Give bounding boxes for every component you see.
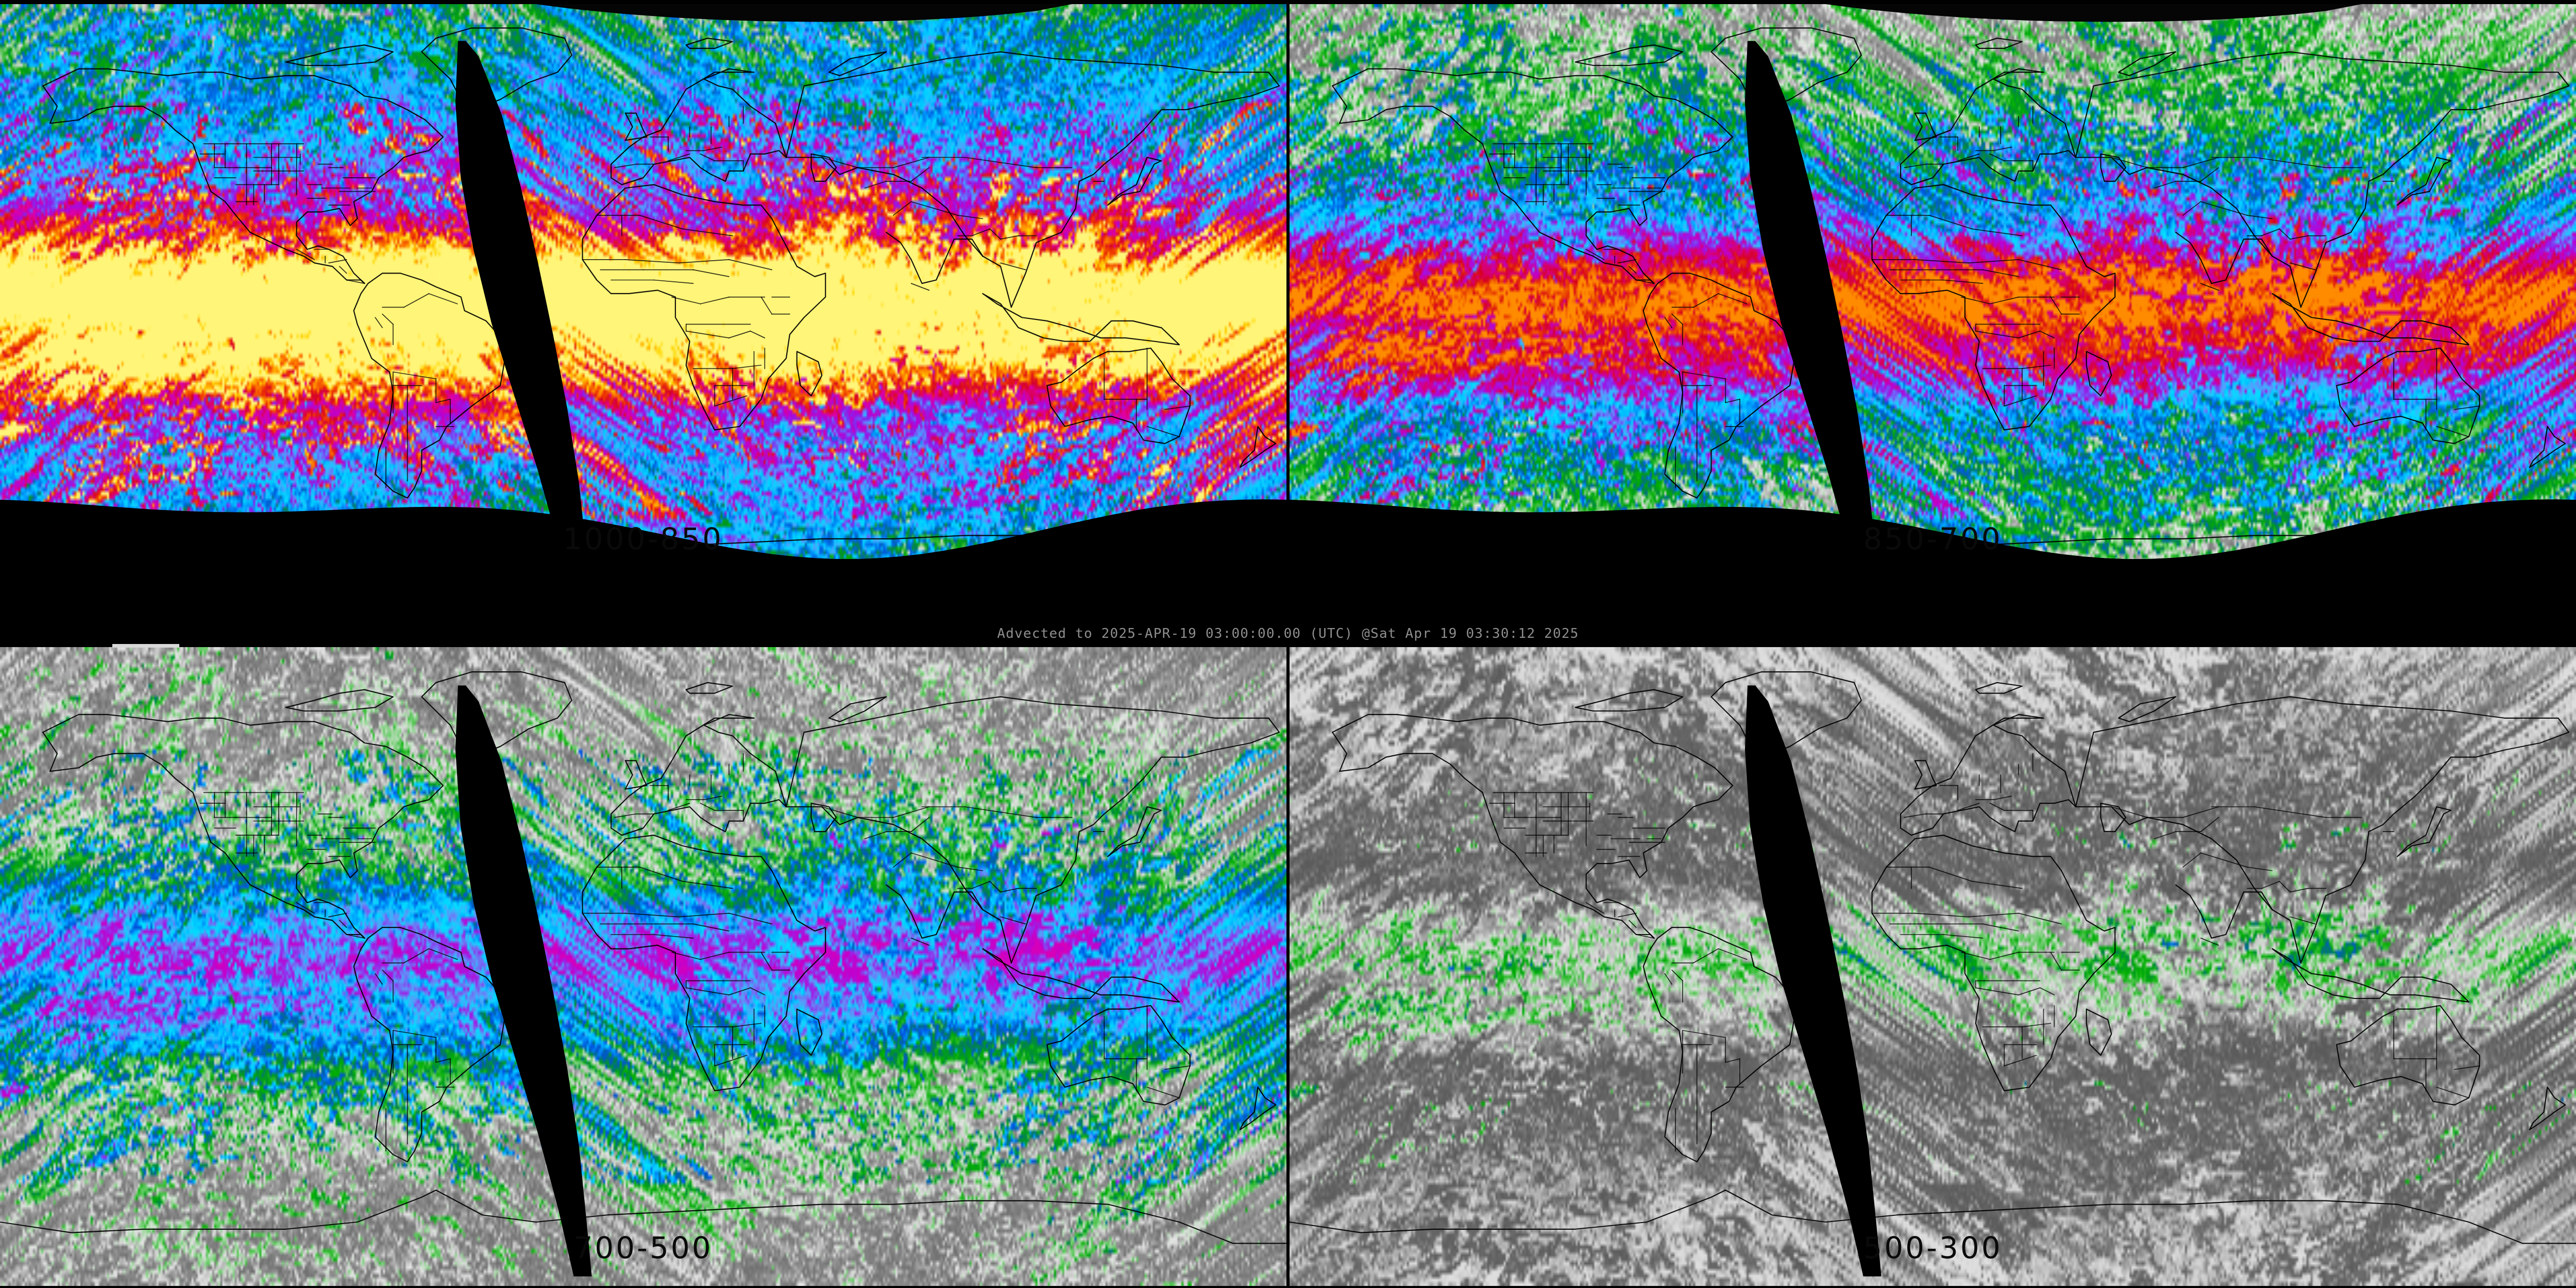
top-edge-strip xyxy=(0,0,2576,4)
panel-bottom-left[interactable]: 700-500 xyxy=(0,647,1286,1286)
panel-top-right[interactable]: 850-700 xyxy=(1290,4,2576,617)
panel-top-left[interactable]: 1000-850 xyxy=(0,4,1286,617)
figure-caption: Advected to 2025-APR-19 03:00:00.00 (UTC… xyxy=(997,626,1579,641)
bottom-edge-strip xyxy=(0,1286,2576,1288)
panel-column-divider-top xyxy=(1286,0,1290,617)
panel-row-divider xyxy=(0,617,2576,647)
panel-column-divider-bottom xyxy=(1286,647,1290,1288)
panel-bottom-right[interactable]: 500-300 xyxy=(1290,647,2576,1286)
caption-tick-mark xyxy=(112,644,179,648)
